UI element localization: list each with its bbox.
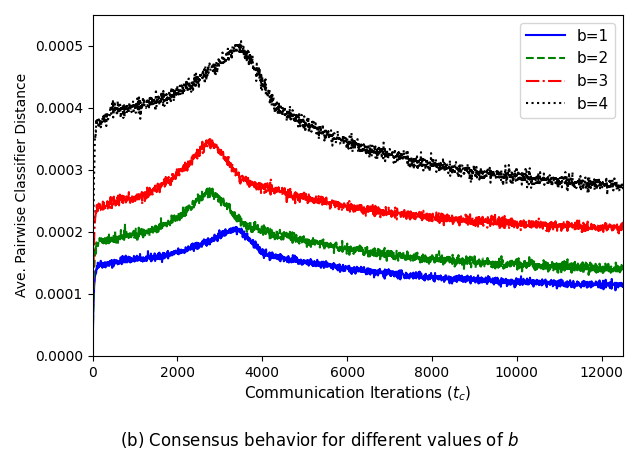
b=4 <box>347 140 355 146</box>
b=3 <box>333 203 340 208</box>
b=4 <box>333 136 340 142</box>
b=4 <box>116 105 124 111</box>
b=4 <box>507 179 515 184</box>
Y-axis label: Ave. Pairwise Classifier Distance: Ave. Pairwise Classifier Distance <box>15 73 29 297</box>
Legend: b=1, b=2, b=3, b=4: b=1, b=2, b=3, b=4 <box>520 22 615 118</box>
Line: b=4: b=4 <box>93 41 623 356</box>
b=3 <box>116 198 124 204</box>
Line: b=3: b=3 <box>93 138 623 356</box>
b=1 <box>333 263 340 268</box>
b=2 <box>347 244 355 249</box>
b=3 <box>619 225 627 231</box>
b=2 <box>619 263 627 269</box>
Line: b=1: b=1 <box>93 227 623 355</box>
b=3 <box>206 135 214 141</box>
b=1 <box>89 352 97 358</box>
b=3 <box>89 353 97 359</box>
b=1 <box>619 284 627 289</box>
b=1 <box>116 259 124 265</box>
b=4 <box>604 184 611 189</box>
b=1 <box>233 224 241 230</box>
Line: b=2: b=2 <box>93 188 623 356</box>
X-axis label: Communication Iterations ($t_c$): Communication Iterations ($t_c$) <box>244 385 472 404</box>
b=3 <box>507 222 515 228</box>
Text: (b) Consensus behavior for different values of $b$: (b) Consensus behavior for different val… <box>120 429 520 450</box>
b=1 <box>507 279 515 284</box>
b=2 <box>333 242 340 247</box>
b=3 <box>604 223 612 228</box>
b=3 <box>347 207 355 212</box>
b=3 <box>604 225 611 230</box>
b=4 <box>619 184 627 190</box>
b=2 <box>116 233 124 238</box>
b=2 <box>604 267 611 272</box>
b=1 <box>604 283 611 288</box>
b=2 <box>205 185 213 191</box>
b=2 <box>604 266 612 271</box>
b=1 <box>347 268 355 273</box>
b=2 <box>507 258 515 264</box>
b=2 <box>89 353 97 359</box>
b=4 <box>237 38 245 44</box>
b=4 <box>604 184 612 190</box>
b=4 <box>89 353 97 359</box>
b=1 <box>604 282 612 287</box>
